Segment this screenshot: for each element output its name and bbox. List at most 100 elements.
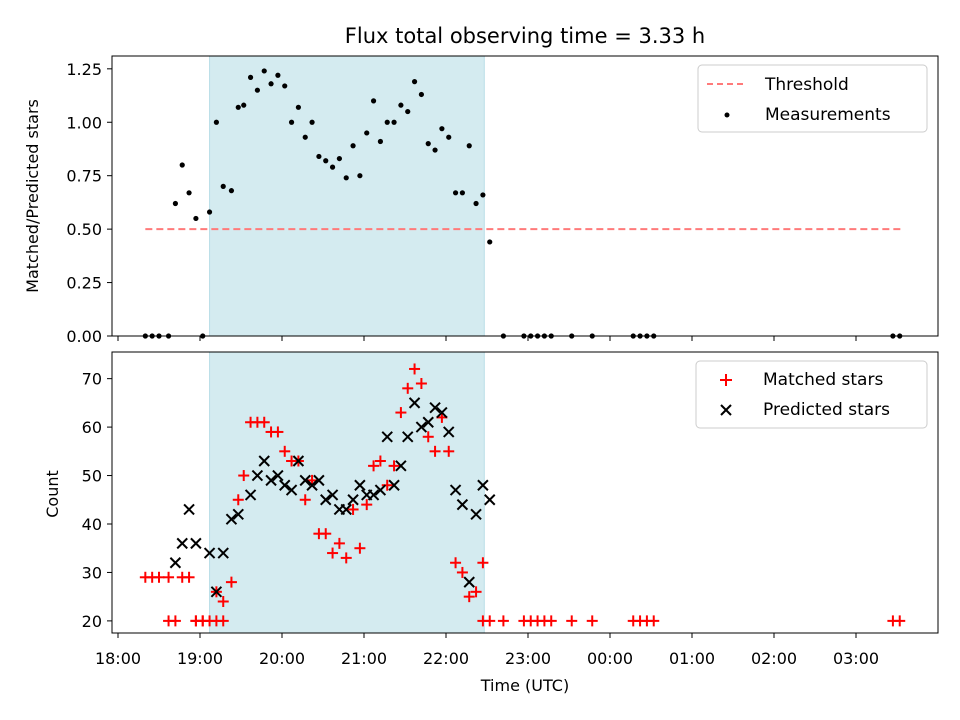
- matched-star-point: [327, 547, 339, 559]
- measurement-point: [302, 134, 308, 140]
- x-axis-label: Time (UTC): [480, 676, 569, 695]
- legend-predicted-label: Predicted stars: [763, 400, 890, 420]
- legend-predicted-swatch: [720, 404, 732, 416]
- xtick-label: 22:00: [423, 649, 469, 668]
- matched-star-point: [333, 537, 345, 549]
- bottom-y-axis-label: Count: [43, 470, 62, 518]
- predicted-star-point: [285, 484, 298, 496]
- measurement-point: [275, 72, 281, 78]
- predicted-star-point: [320, 494, 332, 506]
- matched-star-point: [422, 431, 434, 443]
- predicted-star-point: [436, 406, 448, 419]
- legend-matched-swatch: [720, 374, 732, 386]
- measurement-point: [316, 153, 322, 160]
- matched-star-point: [443, 445, 455, 457]
- measurement-point: [309, 119, 315, 125]
- top-axes-frame: [111, 55, 939, 337]
- measurement-point: [466, 143, 472, 149]
- predicted-star-point: [463, 576, 475, 588]
- matched-star-point: [566, 615, 578, 627]
- measurement-point: [432, 147, 438, 153]
- xtick-label: 23:00: [505, 649, 551, 668]
- predicted-star-point: [176, 537, 188, 550]
- predicted-star-point: [395, 460, 407, 472]
- top-chart-title: Flux total observing time = 3.33 h: [345, 24, 705, 48]
- matched-star-point: [361, 499, 373, 511]
- matched-star-point: [354, 542, 366, 554]
- matched-star-point: [429, 445, 441, 457]
- matched-star-point: [258, 416, 270, 428]
- top-ytick-label: 1.25: [66, 60, 102, 79]
- predicted-star-point: [183, 503, 195, 516]
- measurement-point: [377, 138, 383, 145]
- predicted-star-point: [258, 455, 270, 467]
- measurement-point: [282, 83, 288, 89]
- measurement-point: [398, 102, 404, 108]
- matched-star-point: [197, 615, 209, 627]
- measurement-point: [459, 190, 465, 196]
- top-ytick-label: 0.25: [66, 274, 102, 293]
- predicted-star-point: [354, 479, 366, 491]
- xtick-label: 20:00: [259, 649, 305, 668]
- measurement-point: [336, 155, 342, 162]
- bottom-panel: 20 30 40 50 60 70 18:00 19:00 20:00 21:00 22:00 23…: [43, 351, 939, 695]
- bottom-legend: Matched stars Predicted stars: [695, 360, 928, 429]
- matched-star-point: [217, 596, 229, 608]
- predicted-star-point: [347, 494, 359, 506]
- measurement-point: [247, 74, 254, 80]
- matched-star-point: [477, 557, 489, 569]
- predicted-star-point: [388, 479, 400, 491]
- matched-star-point: [374, 455, 386, 467]
- measurement-point: [186, 190, 192, 196]
- measurement-point: [179, 162, 185, 168]
- bottom-ytick-label: 60: [82, 418, 102, 437]
- matched-star-point: [238, 470, 250, 482]
- measurement-point: [193, 215, 199, 222]
- matched-star-point: [232, 494, 244, 506]
- measurement-point: [206, 209, 213, 215]
- measurement-point: [439, 126, 445, 132]
- xtick-label: 02:00: [751, 649, 797, 668]
- matched-star-point: [463, 591, 475, 603]
- top-shaded-region: [209, 55, 485, 337]
- predicted-star-point: [244, 489, 257, 501]
- measurement-point: [241, 102, 247, 108]
- measurement-point: [323, 158, 329, 164]
- matched-star-point: [381, 479, 393, 491]
- top-y-axis-label: Matched/Predicted stars: [23, 99, 42, 293]
- predicted-star-point: [306, 479, 318, 491]
- measurement-point: [288, 119, 295, 125]
- bottom-ytick-label: 20: [82, 612, 102, 631]
- bottom-ytick-label: 50: [82, 467, 102, 486]
- predicted-star-point: [449, 484, 462, 496]
- matched-star-point: [456, 566, 468, 578]
- xtick-label: 21:00: [341, 649, 387, 668]
- xtick-label: 01:00: [669, 649, 715, 668]
- matched-star-point: [299, 494, 311, 506]
- measurement-point: [213, 119, 219, 125]
- measurement-point: [350, 143, 356, 149]
- legend-measurements-swatch: [724, 112, 730, 118]
- matched-star-point: [153, 571, 165, 583]
- measurement-point: [235, 104, 241, 110]
- matched-star-point: [340, 552, 352, 564]
- bottom-ytick-label: 40: [82, 515, 102, 534]
- predicted-star-point: [203, 547, 216, 559]
- top-legend-box: [697, 64, 928, 133]
- predicted-star-point: [429, 402, 441, 414]
- measurement-point: [364, 130, 370, 136]
- measurement-point: [452, 190, 459, 196]
- matched-star-point: [450, 557, 462, 569]
- measurement-point: [487, 239, 493, 245]
- top-legend: Threshold Measurements: [697, 64, 928, 133]
- bottom-axes-frame: [111, 351, 939, 634]
- measurement-point: [254, 87, 260, 93]
- predicted-star-point: [374, 484, 387, 496]
- predicted-star-point: [402, 431, 414, 443]
- bottom-ytick-label: 30: [82, 563, 102, 582]
- measurement-point: [357, 173, 363, 179]
- matched-star-point: [272, 426, 284, 438]
- xtick-label: 18:00: [95, 649, 141, 668]
- matched-star-point: [545, 615, 557, 627]
